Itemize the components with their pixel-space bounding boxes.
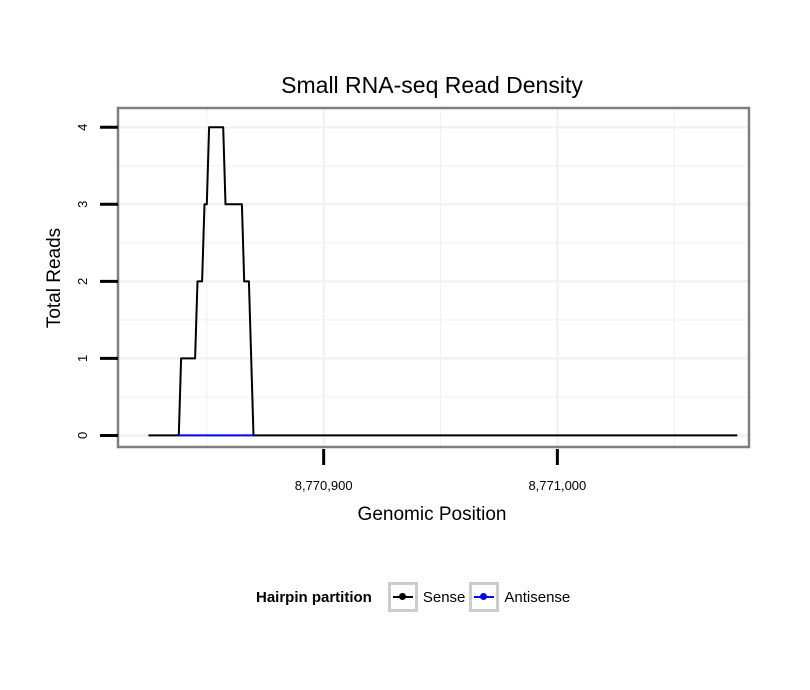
legend-dot-antisense <box>480 593 488 600</box>
legend-key-antisense <box>469 582 500 612</box>
series-layer <box>148 126 738 437</box>
series-line-sense <box>148 126 738 437</box>
legend-item-sense: Sense <box>387 582 466 612</box>
y-axis-ticks: 0 1 2 3 4 <box>75 124 118 439</box>
x-tick-label: 8,770,900 <box>295 478 353 493</box>
y-tick-label: 3 <box>75 201 90 208</box>
legend-key-sense <box>387 582 418 612</box>
x-axis-title: Genomic Position <box>358 504 507 525</box>
legend-label-antisense: Antisense <box>504 588 571 606</box>
legend-item-antisense: Antisense <box>469 582 570 612</box>
x-tick-label: 8,771,000 <box>528 478 586 493</box>
plot-panel-border <box>116 106 751 449</box>
y-tick-label: 1 <box>75 355 90 362</box>
grid <box>118 108 749 447</box>
x-axis-ticks: 8,770,900 8,771,000 <box>295 449 586 493</box>
y-axis-title: Total Reads <box>44 228 65 328</box>
y-tick-label: 0 <box>75 432 90 439</box>
legend-title: Hairpin partition <box>256 588 372 606</box>
legend: Hairpin partition Sense Antisense <box>256 578 574 616</box>
legend-dot-sense <box>398 593 406 600</box>
y-tick-label: 2 <box>75 278 90 285</box>
chart-title: Small RNA-seq Read Density <box>281 72 583 98</box>
legend-label-sense: Sense <box>422 588 466 606</box>
y-tick-label: 4 <box>75 124 90 131</box>
